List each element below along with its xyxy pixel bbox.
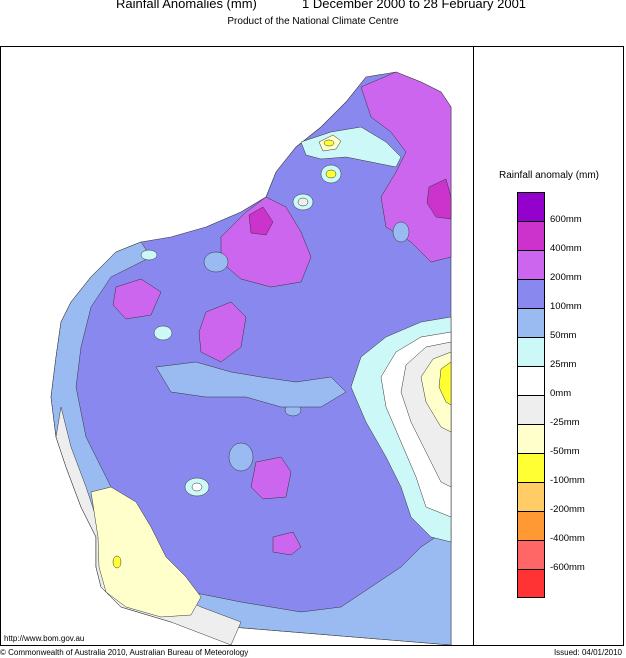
frame-divider — [473, 46, 474, 646]
map-subtitle: Product of the National Climate Centre — [227, 16, 399, 27]
southeast-200mm-patch — [272, 531, 302, 556]
footer-url[interactable]: http://www.bom.gov.au — [4, 634, 85, 643]
footer-issued-date: Issued: 04/01/2010 — [553, 648, 622, 657]
northeast-400mm-patch — [426, 178, 452, 220]
legend-swatches — [517, 192, 545, 598]
north-400mm-patch — [248, 206, 274, 236]
legend-swatch — [517, 453, 545, 482]
legend-swatch — [517, 482, 545, 511]
interior-50mm-blob-3 — [228, 442, 254, 472]
north-200mm-region — [220, 196, 312, 288]
map-frame — [0, 46, 624, 646]
legend-label: 400mm — [550, 243, 582, 254]
legend-swatch — [517, 424, 545, 453]
legend-swatch — [517, 279, 545, 308]
west-200mm-region — [112, 278, 162, 320]
legend-label: 200mm — [550, 272, 582, 283]
legend-swatch — [517, 511, 545, 540]
interior-50mm-blob-1 — [203, 251, 229, 273]
legend-label: -200mm — [550, 504, 585, 515]
legend-swatch — [517, 221, 545, 250]
south-200mm-patch — [250, 456, 292, 500]
east-minus100-patch — [438, 361, 452, 406]
coast-25mm-spot — [140, 249, 158, 261]
southwest-minus100-patch — [112, 555, 122, 569]
southwest-minus50-region — [90, 486, 202, 618]
map-period: 1 December 2000 to 28 February 2001 — [302, 0, 527, 11]
legend-label: -100mm — [550, 475, 585, 486]
legend-swatch — [517, 569, 545, 598]
legend-label: -25mm — [550, 417, 580, 428]
footer-copyright: © Commonwealth of Australia 2010, Austra… — [0, 648, 249, 657]
rainfall-map — [50, 71, 452, 645]
legend-swatch — [517, 366, 545, 395]
pilbara-minus25-spot — [297, 197, 309, 207]
map-title: Rainfall Anomalies (mm) — [116, 0, 257, 11]
legend-label: 100mm — [550, 301, 582, 312]
interior-50mm-blob-2 — [392, 221, 410, 243]
legend-label: 600mm — [550, 214, 582, 225]
legend-swatch — [517, 395, 545, 424]
legend-label: -600mm — [550, 562, 585, 573]
north-inland-minus100-spot — [325, 169, 337, 179]
legend-title: Rainfall anomaly (mm) — [498, 170, 600, 181]
legend-swatch — [517, 250, 545, 279]
south-central-0mm-spot — [191, 482, 203, 492]
legend-label: -50mm — [550, 446, 580, 457]
legend-label: 25mm — [550, 359, 577, 370]
legend-label: 0mm — [550, 388, 572, 399]
kimberley-coast-25mm-region — [300, 126, 402, 168]
interior-50mm-band — [155, 361, 347, 408]
legend-swatch — [517, 540, 545, 569]
kimberley-coast-minus100-patch — [323, 139, 335, 147]
central-200mm-region — [198, 301, 247, 363]
legend-label: 50mm — [550, 330, 577, 341]
legend-swatch — [517, 192, 545, 221]
northeast-200mm-region — [360, 71, 452, 263]
legend-swatch — [517, 308, 545, 337]
legend-swatch — [517, 337, 545, 366]
central-25mm-spot — [153, 325, 173, 341]
legend-label: -400mm — [550, 533, 585, 544]
